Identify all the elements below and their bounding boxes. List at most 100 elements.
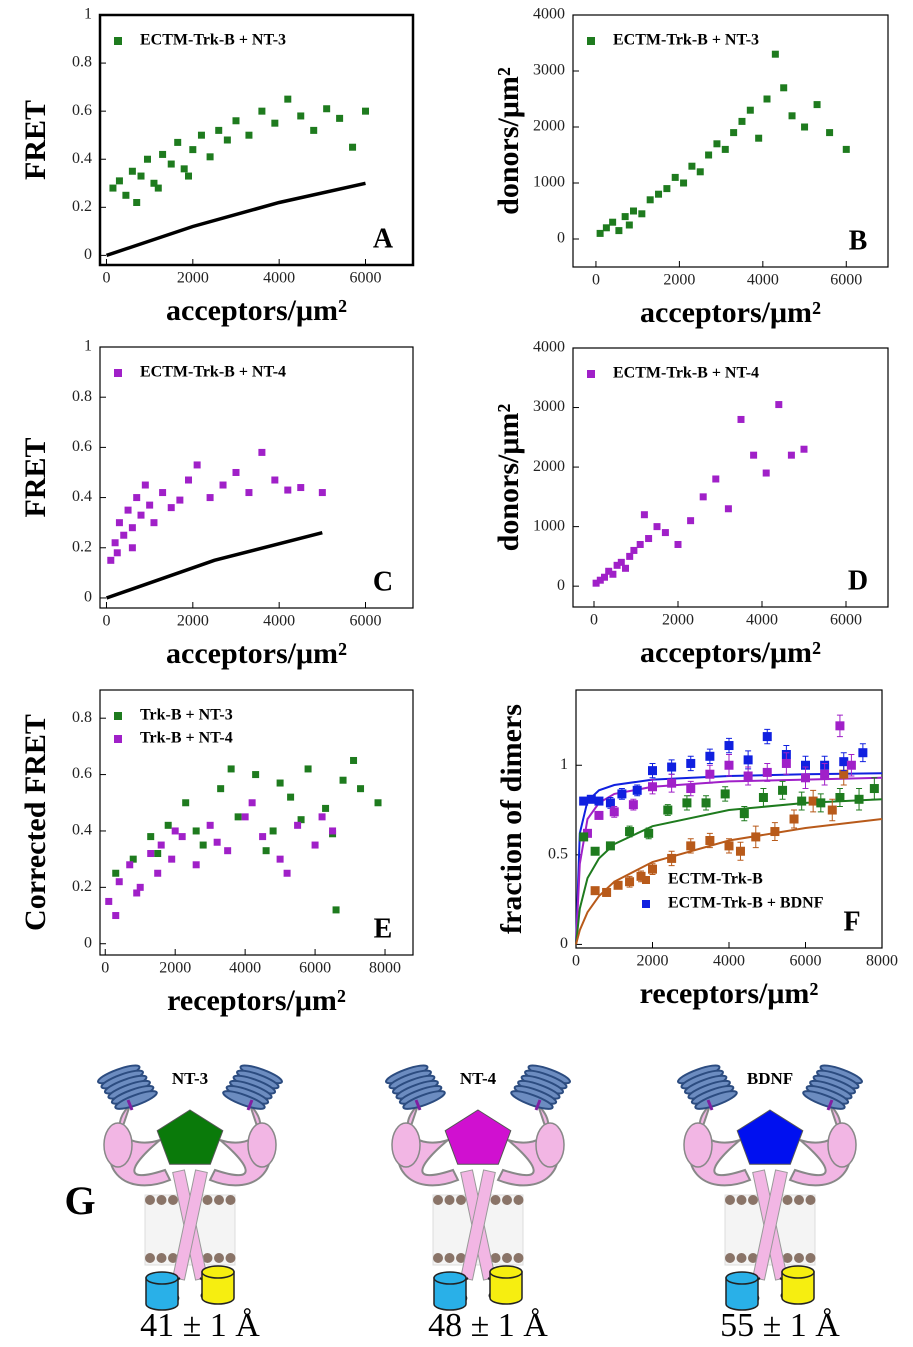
x-axis-label: acceptors/μm² xyxy=(166,294,347,327)
legend-marker xyxy=(114,37,122,45)
lipid-head xyxy=(156,1195,167,1205)
fluorophore-top xyxy=(489,1265,523,1279)
point xyxy=(653,523,661,531)
point xyxy=(835,793,845,802)
fit-line xyxy=(105,181,366,258)
x-tick-label: 8000 xyxy=(866,953,898,970)
point xyxy=(738,117,746,125)
y-tick-label: 0 xyxy=(84,246,92,263)
lipid-head xyxy=(433,1253,443,1263)
point xyxy=(171,827,179,835)
lipid-head xyxy=(433,1195,443,1205)
point xyxy=(185,172,193,180)
point xyxy=(617,558,625,566)
point xyxy=(252,771,260,779)
point xyxy=(287,793,295,801)
point xyxy=(869,784,879,794)
point xyxy=(133,494,141,502)
point xyxy=(602,887,612,897)
coil xyxy=(222,1090,266,1110)
point xyxy=(746,106,754,114)
y-tick-label: 1 xyxy=(84,6,92,23)
point xyxy=(206,494,214,502)
y-axis-label: Corrected FRET xyxy=(19,714,52,931)
point xyxy=(137,511,145,519)
lipid-head xyxy=(502,1253,512,1263)
point xyxy=(780,84,788,92)
point xyxy=(579,832,589,842)
y-tick-label: 0.8 xyxy=(72,709,92,726)
point xyxy=(259,833,267,841)
fluorophore xyxy=(489,1271,523,1305)
panel: 0 2000 4000 6000 8000 0 0.5 1 receptors/μm² fract… xyxy=(495,689,898,1010)
legend-label: ECTM-Trk-B + NT-3 xyxy=(140,32,286,49)
x-tick-label: 0 xyxy=(592,272,600,289)
y-tick-label: 0 xyxy=(560,935,568,952)
point xyxy=(193,461,201,469)
coil-linker xyxy=(126,1099,134,1111)
coil xyxy=(510,1090,554,1110)
y-tick-label: 0.6 xyxy=(72,102,92,119)
point xyxy=(839,757,849,767)
fluorophore-top xyxy=(145,1271,179,1285)
point xyxy=(318,489,326,497)
point xyxy=(743,771,753,781)
point xyxy=(788,112,796,120)
point xyxy=(858,748,868,758)
lipid-head xyxy=(513,1253,524,1263)
point xyxy=(120,531,128,539)
point xyxy=(724,741,734,751)
point xyxy=(178,833,186,841)
point xyxy=(276,779,284,787)
point xyxy=(602,224,610,232)
lipid-head xyxy=(156,1253,167,1263)
point xyxy=(724,841,734,851)
point xyxy=(213,838,221,846)
point xyxy=(617,789,627,799)
lipid-head xyxy=(725,1253,735,1263)
point xyxy=(686,841,696,851)
point xyxy=(192,827,200,835)
point xyxy=(128,544,136,552)
panel: 0 2000 4000 6000 8000 0 0.2 0.4 0.6 0.8 receptors/… xyxy=(19,689,414,1017)
point xyxy=(349,143,357,151)
point xyxy=(667,778,677,788)
point xyxy=(245,131,253,139)
lipid-head xyxy=(736,1253,747,1263)
point xyxy=(271,119,279,127)
y-tick-label: 1 xyxy=(84,338,92,355)
point xyxy=(854,794,864,804)
y-tick-label: 0.4 xyxy=(72,150,92,167)
point xyxy=(374,799,382,807)
y-tick-label: 3000 xyxy=(533,398,565,415)
point xyxy=(339,776,347,784)
point xyxy=(762,767,772,777)
x-tick-label: 4000 xyxy=(263,613,295,630)
x-tick-label: 4000 xyxy=(746,612,778,629)
coil-linker xyxy=(246,1099,254,1111)
point xyxy=(185,476,193,484)
point xyxy=(199,841,207,849)
fluorophore xyxy=(725,1277,759,1311)
panel-annotation: C xyxy=(373,566,393,597)
legend-label: ECTM-Trk-B xyxy=(668,871,763,888)
point xyxy=(258,107,266,115)
point xyxy=(671,173,679,181)
point xyxy=(168,855,176,863)
lipid-head xyxy=(490,1195,501,1205)
ecd-domain xyxy=(391,1122,421,1168)
point xyxy=(318,813,326,821)
point xyxy=(122,191,130,199)
point xyxy=(763,95,771,103)
plot-frame xyxy=(99,346,414,609)
point xyxy=(621,213,629,221)
point xyxy=(625,827,635,837)
lipid-head xyxy=(502,1195,512,1205)
point xyxy=(176,496,184,504)
point xyxy=(646,196,654,204)
point xyxy=(813,101,821,109)
fluorophore xyxy=(433,1277,467,1311)
point xyxy=(663,805,673,815)
point xyxy=(217,785,225,793)
legend-marker xyxy=(642,900,650,908)
